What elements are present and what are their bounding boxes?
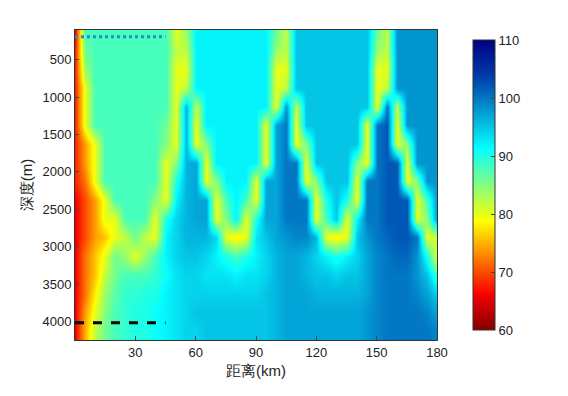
svg-text:60: 60	[499, 323, 513, 338]
svg-text:1500: 1500	[42, 127, 71, 142]
svg-text:80: 80	[499, 207, 513, 222]
svg-text:30: 30	[128, 345, 142, 360]
svg-text:100: 100	[499, 91, 521, 106]
svg-text:2500: 2500	[42, 202, 71, 217]
svg-text:深度(m): 深度(m)	[18, 159, 35, 212]
svg-text:70: 70	[499, 265, 513, 280]
svg-text:距离(km): 距离(km)	[226, 362, 286, 379]
svg-text:90: 90	[499, 149, 513, 164]
svg-text:90: 90	[249, 345, 263, 360]
svg-text:2000: 2000	[42, 164, 71, 179]
svg-text:120: 120	[305, 345, 327, 360]
svg-text:3500: 3500	[42, 277, 71, 292]
svg-text:4000: 4000	[42, 314, 71, 329]
svg-text:500: 500	[50, 52, 72, 67]
svg-text:3000: 3000	[42, 239, 71, 254]
svg-text:180: 180	[426, 345, 448, 360]
svg-text:150: 150	[366, 345, 388, 360]
svg-text:1000: 1000	[42, 90, 71, 105]
svg-text:110: 110	[499, 33, 520, 48]
svg-text:60: 60	[188, 345, 202, 360]
